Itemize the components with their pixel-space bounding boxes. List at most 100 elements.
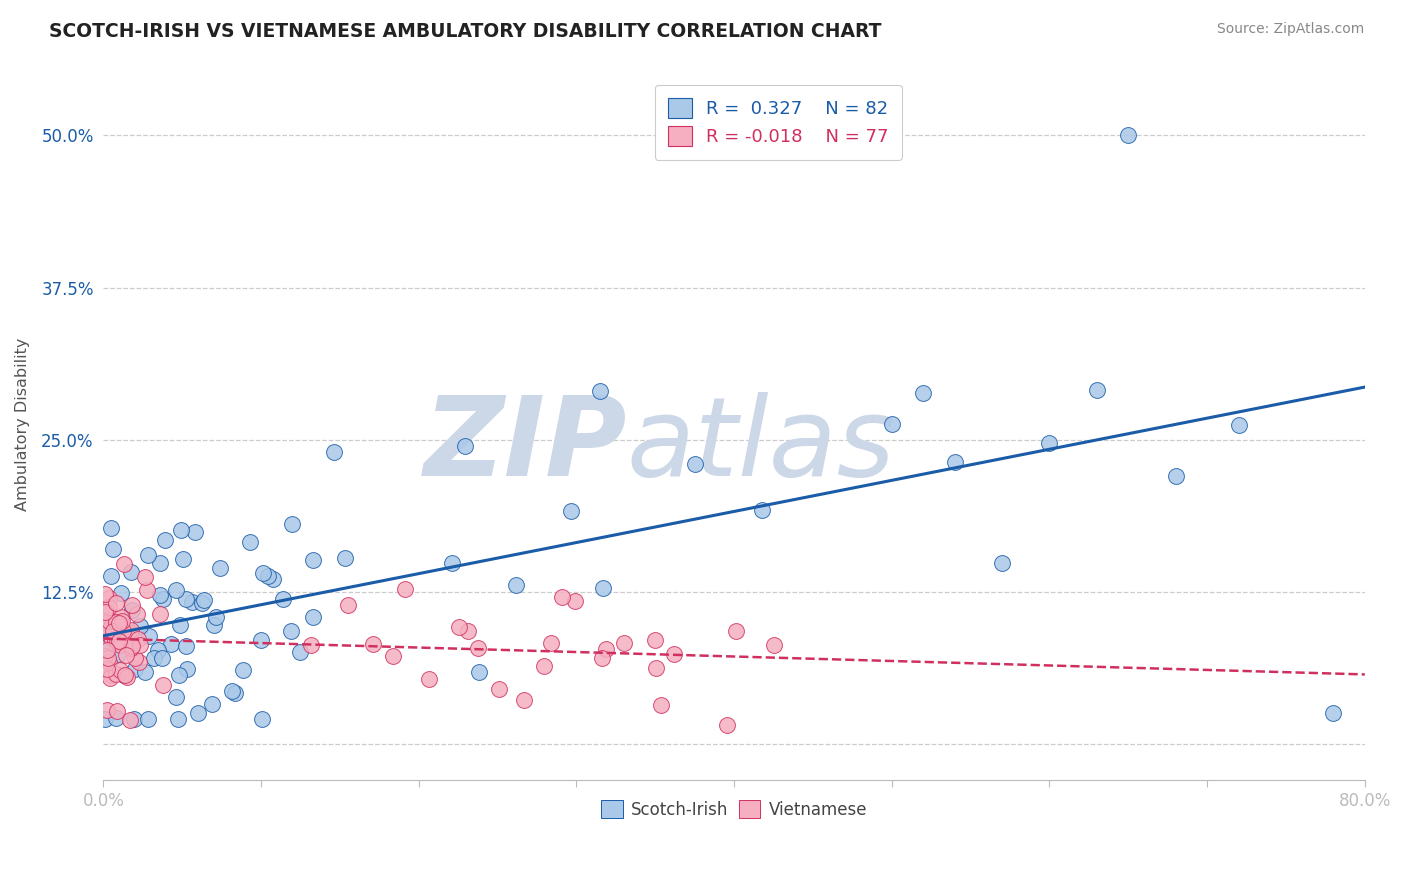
Point — [650, 698, 672, 712]
Point — [108, 638, 131, 652]
Point — [94, 587, 117, 601]
Point — [134, 665, 156, 679]
Point — [108, 616, 131, 631]
Point — [202, 617, 225, 632]
Point — [191, 596, 214, 610]
Point — [118, 625, 141, 640]
Point — [589, 384, 612, 399]
Point — [1164, 468, 1187, 483]
Point — [112, 668, 135, 682]
Point — [302, 609, 325, 624]
Point — [540, 635, 562, 649]
Point — [880, 417, 903, 431]
Point — [337, 599, 360, 613]
Point — [262, 572, 284, 586]
Point — [180, 595, 202, 609]
Point — [361, 637, 384, 651]
Point — [100, 668, 122, 682]
Point — [94, 602, 117, 616]
Point — [280, 624, 302, 638]
Point — [418, 672, 440, 686]
Point — [96, 651, 118, 665]
Point — [152, 592, 174, 607]
Point — [146, 643, 169, 657]
Point — [122, 713, 145, 727]
Point — [449, 620, 471, 634]
Point — [201, 697, 224, 711]
Y-axis label: Ambulatory Disability: Ambulatory Disability — [15, 338, 30, 511]
Point — [100, 569, 122, 583]
Point — [281, 517, 304, 532]
Point — [232, 663, 254, 677]
Point — [107, 647, 129, 661]
Point — [595, 642, 617, 657]
Point — [129, 619, 152, 633]
Point — [644, 633, 666, 648]
Point — [323, 445, 346, 459]
Point — [165, 690, 187, 704]
Point — [1038, 436, 1060, 450]
Point — [1227, 418, 1250, 433]
Point — [1322, 706, 1344, 721]
Point — [505, 578, 527, 592]
Point — [98, 591, 121, 606]
Point — [382, 649, 405, 664]
Point — [252, 566, 274, 580]
Point — [142, 651, 165, 665]
Point — [94, 648, 117, 663]
Point — [912, 386, 935, 401]
Point — [193, 592, 215, 607]
Legend: Scotch-Irish, Vietnamese: Scotch-Irish, Vietnamese — [595, 793, 873, 825]
Point — [134, 570, 156, 584]
Point — [991, 557, 1014, 571]
Point — [105, 596, 128, 610]
Point — [101, 616, 124, 631]
Point — [120, 640, 142, 655]
Point — [97, 656, 120, 670]
Point — [454, 439, 477, 453]
Point — [104, 633, 127, 648]
Point — [136, 548, 159, 562]
Point — [110, 585, 132, 599]
Point — [169, 668, 191, 682]
Point — [172, 551, 194, 566]
Point — [128, 656, 150, 670]
Point — [394, 582, 416, 596]
Point — [105, 667, 128, 681]
Point — [124, 651, 146, 665]
Point — [135, 583, 157, 598]
Point — [101, 541, 124, 556]
Point — [290, 645, 312, 659]
Point — [176, 591, 198, 606]
Point — [440, 556, 463, 570]
Point — [333, 551, 356, 566]
Point — [96, 642, 118, 657]
Point — [591, 650, 613, 665]
Point — [108, 633, 131, 648]
Text: ZIP: ZIP — [423, 392, 627, 500]
Point — [183, 525, 205, 540]
Point — [613, 636, 636, 650]
Point — [117, 670, 139, 684]
Point — [125, 607, 148, 621]
Point — [751, 503, 773, 517]
Point — [127, 632, 149, 646]
Point — [662, 647, 685, 661]
Point — [208, 561, 231, 575]
Point — [124, 662, 146, 676]
Point — [533, 659, 555, 673]
Point — [560, 504, 582, 518]
Point — [564, 594, 586, 608]
Point — [512, 693, 534, 707]
Point — [111, 636, 134, 650]
Point — [104, 711, 127, 725]
Point — [120, 623, 142, 637]
Point — [150, 650, 173, 665]
Point — [716, 718, 738, 732]
Point — [167, 713, 190, 727]
Point — [94, 641, 117, 656]
Point — [488, 682, 510, 697]
Point — [121, 598, 143, 612]
Point — [100, 671, 122, 685]
Point — [592, 581, 614, 595]
